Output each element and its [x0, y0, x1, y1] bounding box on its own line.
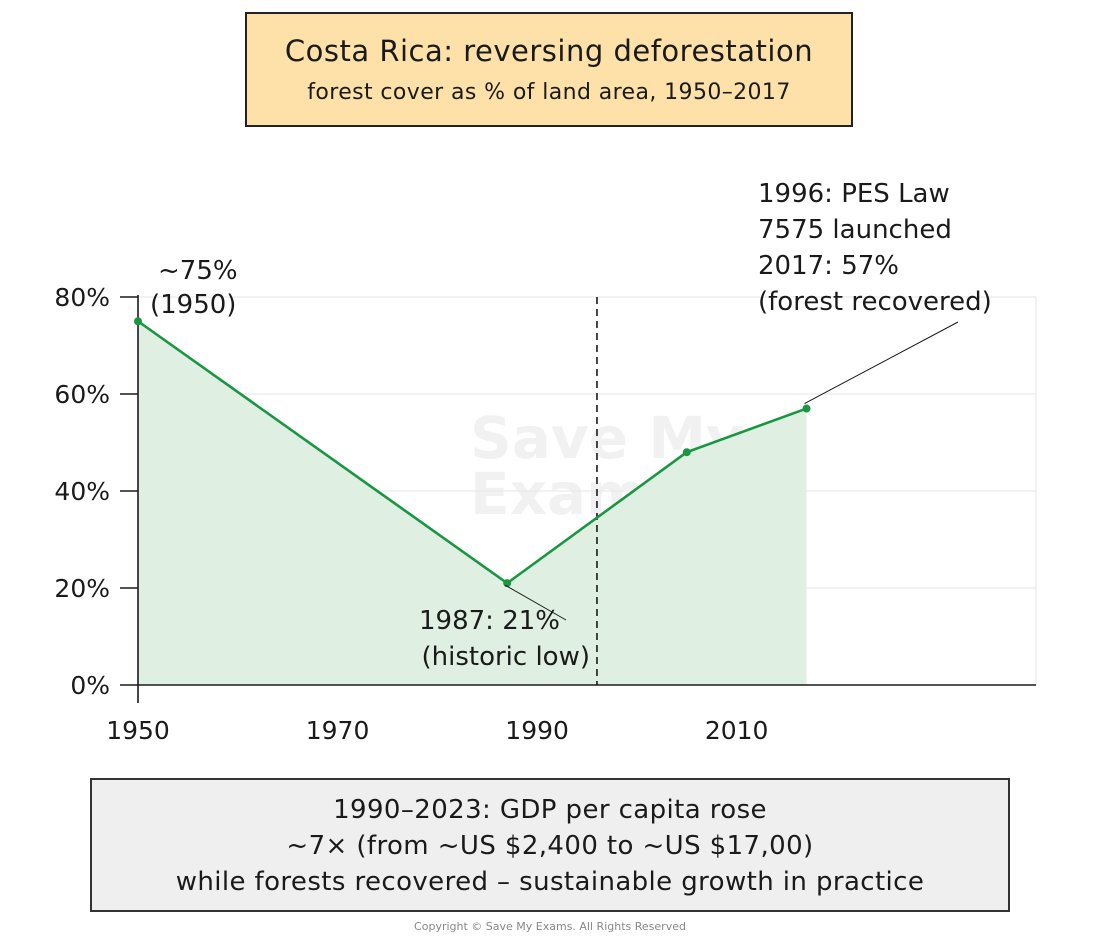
data-point-2 [682, 448, 691, 457]
chart-title: Costa Rica: reversing deforestation [284, 34, 814, 68]
annotation-policy-line-0: 1996: PES Law [758, 179, 950, 209]
y-tick-label-4: 80% [54, 283, 110, 312]
copyright-text: Copyright © Save My Exams. All Rights Re… [414, 920, 686, 933]
x-tick-label-2: 1990 [505, 716, 569, 745]
gdp-note-line-2: ~7× (from ~US $2,400 to ~US $17,00) [286, 831, 814, 861]
data-point-3 [802, 404, 811, 413]
gdp-note-box: 1990–2023: GDP per capita rose ~7× (from… [90, 778, 1010, 912]
gdp-note-line-3: while forests recovered – sustainable gr… [175, 867, 925, 897]
chart-subtitle: forest cover as % of land area, 1950–201… [307, 80, 791, 105]
annotation-policy-line-1: 7575 launched [758, 215, 952, 245]
gdp-note-line-1: 1990–2023: GDP per capita rose [333, 795, 767, 825]
annotation-low-label: (historic low) [421, 642, 590, 672]
x-tick-label-0: 1950 [106, 716, 170, 745]
forest-cover-area [138, 321, 807, 685]
x-tick-label-1: 1970 [306, 716, 370, 745]
y-tick-label-1: 20% [54, 574, 110, 603]
annotation-policy-line-2: 2017: 57% [758, 251, 899, 281]
annotation-start-year: (1950) [150, 290, 236, 320]
y-tick-label-2: 40% [54, 477, 110, 506]
y-tick-label-3: 60% [54, 380, 110, 409]
annotation-low-value: 1987: 21% [419, 606, 560, 636]
annotation-low-leader [504, 584, 567, 621]
data-point-0 [134, 317, 142, 326]
forest-cover-line [137, 320, 807, 585]
annotation-policy-line-3: (forest recovered) [758, 287, 992, 317]
forest-cover-chart: 0% 20% 40% 60% 80% 1950 1970 1990 2010 ~75% (1950)… [54, 179, 1037, 745]
chart-title-box: Costa Rica: reversing deforestation fore… [245, 12, 853, 127]
annotation-start-value: ~75% [158, 256, 238, 286]
x-tick-label-3: 2010 [705, 716, 769, 745]
y-tick-label-0: 0% [70, 671, 110, 700]
annotation-policy-leader [804, 321, 959, 404]
